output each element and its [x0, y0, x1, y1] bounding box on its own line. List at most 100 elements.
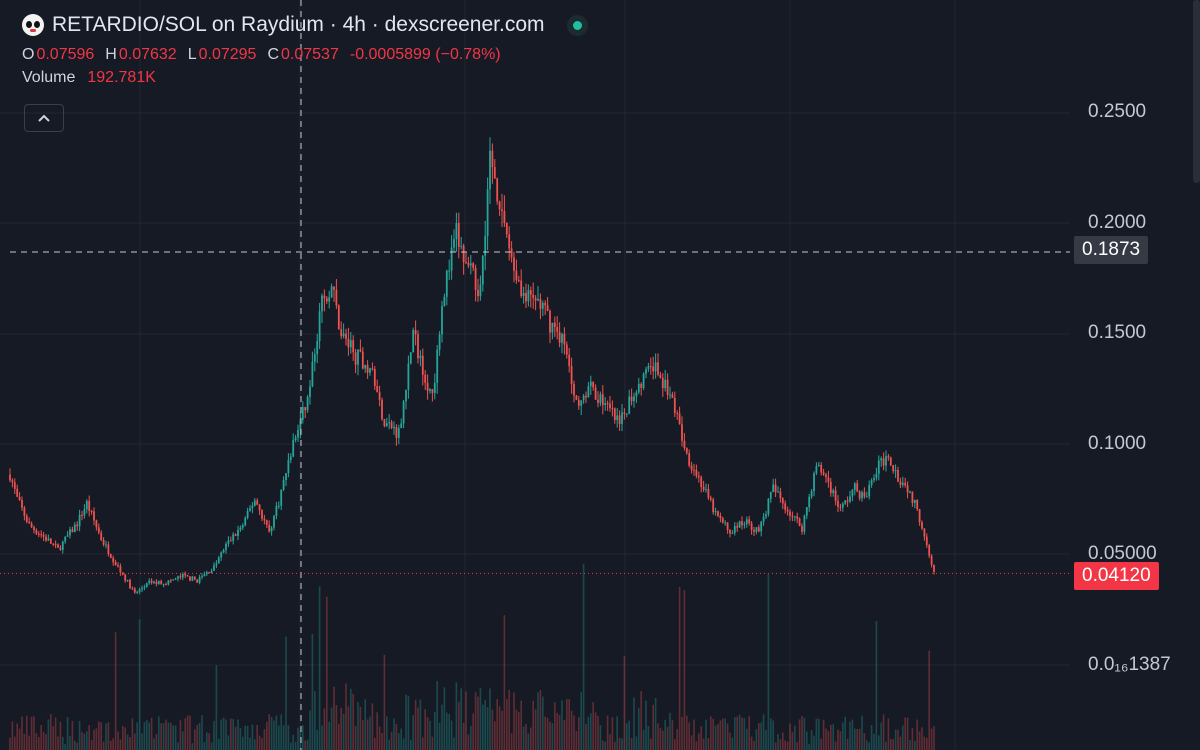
volume-bar: [753, 740, 755, 750]
volume-bar: [110, 740, 112, 750]
volume-bar: [501, 710, 503, 750]
candle-body: [289, 456, 292, 460]
candle-body: [726, 522, 729, 530]
scrollbar[interactable]: [1193, 0, 1200, 183]
volume-bar: [710, 716, 712, 750]
candle-body: [611, 408, 614, 410]
candle-body: [395, 427, 398, 438]
candle-body: [858, 491, 861, 499]
volume-bar: [508, 689, 510, 750]
volume-bar: [472, 713, 474, 750]
candle-body: [165, 584, 167, 586]
candle-body: [789, 511, 791, 516]
volume-bar: [698, 733, 700, 750]
price-axis-label: 0.1000: [1088, 433, 1147, 454]
volume-bar: [364, 699, 366, 750]
open-label: O: [22, 46, 35, 63]
candle-body: [25, 515, 28, 522]
volume-bar: [172, 725, 174, 750]
volume-bar: [213, 720, 215, 750]
volume-bar: [436, 681, 438, 750]
volume-bar: [693, 719, 695, 750]
volume-bar: [578, 717, 580, 750]
candle-body: [522, 293, 525, 297]
candle-body: [568, 354, 571, 367]
collapse-legend-button[interactable]: [24, 104, 64, 132]
candle-body: [705, 488, 707, 490]
candle-body: [241, 525, 244, 528]
volume-bar: [122, 725, 124, 750]
candle-body: [829, 481, 832, 494]
candle-body: [606, 403, 609, 405]
volume-bar: [280, 714, 282, 750]
candle-body: [301, 407, 304, 420]
volume-bar: [606, 715, 609, 750]
volume-bar: [150, 717, 153, 750]
price-axis-label: 0.1500: [1088, 322, 1147, 343]
volume-bar: [335, 705, 338, 750]
volume-bar: [35, 733, 38, 750]
volume-bar: [904, 717, 906, 750]
price-axis-label: 0.05000: [1088, 543, 1157, 564]
candle-body: [539, 298, 542, 309]
candle-body: [52, 543, 55, 545]
volume-bar: [381, 733, 383, 750]
candle-body: [909, 491, 911, 493]
volume-bar: [54, 717, 57, 750]
candle-body: [673, 397, 676, 413]
volume-bar: [810, 730, 813, 750]
candle-body: [877, 460, 880, 474]
volume-bar: [359, 706, 362, 750]
volume-bar: [762, 714, 765, 750]
candle-body: [335, 289, 338, 306]
volume-bar: [268, 714, 270, 750]
volume-bar: [18, 728, 21, 750]
volume-bar: [770, 718, 772, 750]
volume-bar: [695, 741, 698, 750]
candle-body: [328, 297, 331, 302]
volume-bar: [143, 721, 146, 750]
volume-bar: [141, 733, 143, 750]
volume-bar: [782, 732, 784, 750]
volume-bar: [330, 707, 333, 750]
candle-body: [54, 544, 57, 546]
volume-bar: [76, 742, 78, 750]
high-label: H: [105, 46, 117, 63]
candle-body: [184, 573, 187, 576]
candle-body: [777, 491, 779, 493]
volume-bar: [554, 702, 556, 750]
volume-bar: [489, 688, 491, 750]
candle-body: [832, 490, 835, 494]
volume-bar: [347, 706, 350, 750]
volume-bar: [827, 730, 830, 750]
candle-body: [889, 457, 892, 466]
candle-body: [237, 529, 239, 536]
candle-body: [594, 387, 597, 400]
candle-body: [203, 574, 206, 577]
volume-bar: [412, 715, 414, 750]
candle-body: [875, 473, 878, 479]
candle-body: [133, 588, 136, 593]
volume-bar: [275, 715, 278, 750]
volume-bar: [789, 723, 791, 750]
volume-bar: [820, 738, 822, 750]
volume-bar: [414, 699, 417, 750]
volume-bar: [566, 699, 568, 750]
volume-bar: [448, 713, 450, 750]
volume-bar: [640, 691, 642, 750]
candle-body: [870, 480, 873, 486]
volume-bar: [525, 723, 527, 750]
volume-bar: [62, 736, 64, 750]
candle-body: [709, 497, 712, 500]
volume-bar: [218, 738, 220, 750]
volume-bar: [750, 736, 753, 750]
candle-body: [721, 518, 724, 523]
candle-body: [23, 507, 26, 516]
candle-body: [263, 518, 266, 521]
live-status-icon: [572, 20, 582, 30]
candle-body: [813, 473, 815, 491]
candle-body: [268, 524, 271, 532]
candle-body: [93, 511, 95, 521]
candle-body: [613, 408, 616, 421]
